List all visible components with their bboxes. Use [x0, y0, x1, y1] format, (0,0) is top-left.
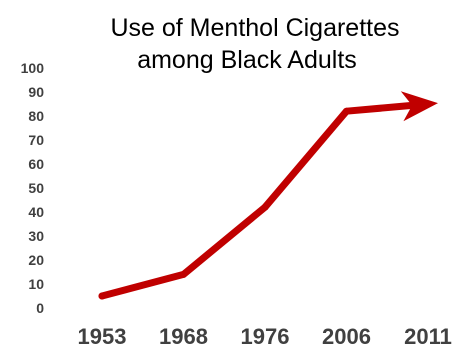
x-tick-label: 2011 — [404, 324, 452, 349]
plot-area — [98, 91, 438, 300]
y-tick-label: 60 — [28, 156, 44, 172]
y-tick-label: 50 — [28, 180, 44, 196]
chart-title-line-1: Use of Menthol Cigarettes — [110, 14, 399, 42]
series-line — [98, 101, 416, 300]
chart-title: Use of Menthol Cigarettes among Black Ad… — [110, 14, 399, 74]
y-tick-label: 100 — [21, 60, 45, 76]
x-tick-label: 2006 — [322, 324, 371, 349]
arrowhead-icon — [400, 91, 438, 122]
x-tick-label: 1968 — [159, 324, 208, 349]
y-tick-label: 80 — [28, 108, 44, 124]
y-tick-label: 30 — [28, 228, 44, 244]
y-tick-label: 90 — [28, 84, 44, 100]
y-tick-label: 10 — [28, 276, 44, 292]
data-point — [261, 203, 269, 211]
y-tick-label: 40 — [28, 204, 44, 220]
y-tick-label: 20 — [28, 252, 44, 268]
x-tick-label: 1953 — [78, 324, 127, 349]
y-tick-label: 70 — [28, 132, 44, 148]
data-point — [343, 107, 350, 115]
x-tick-label: 1976 — [241, 324, 290, 349]
chart-title-line-2: among Black Adults — [137, 46, 357, 74]
x-axis-tick-labels: 1953 1968 1976 2006 2011 — [78, 324, 452, 349]
y-tick-label: 0 — [36, 300, 44, 316]
data-point — [98, 292, 106, 300]
data-point — [180, 270, 187, 278]
